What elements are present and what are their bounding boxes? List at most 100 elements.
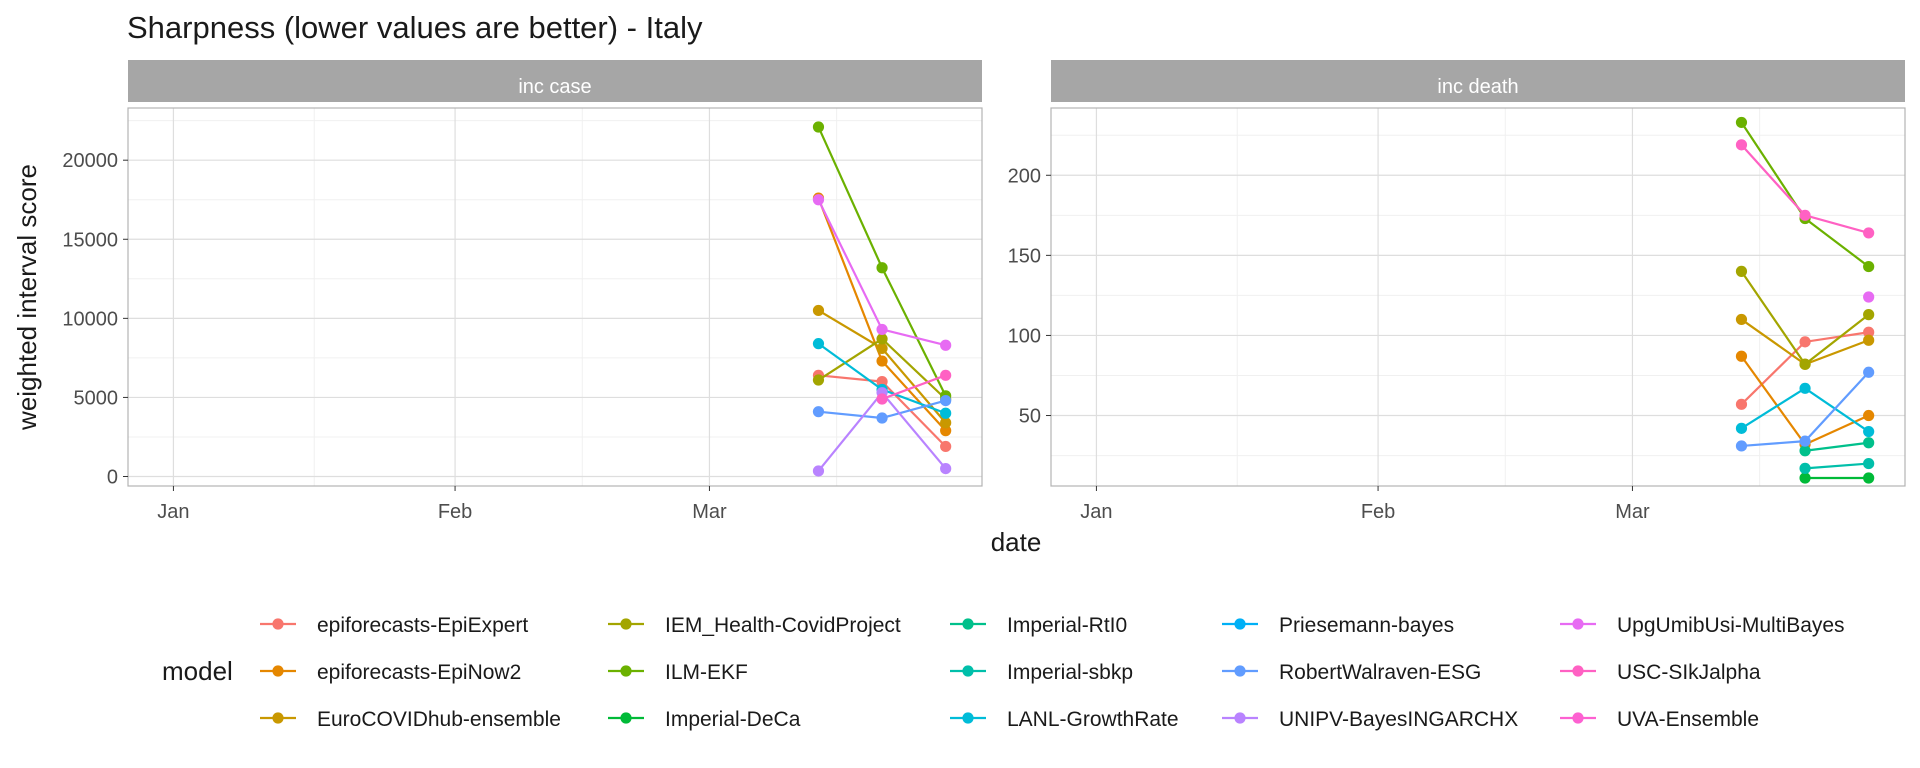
series-upgumibusi-multibayes xyxy=(1863,291,1875,303)
x-tick-label: Jan xyxy=(1080,501,1112,523)
legend-key-point xyxy=(962,712,974,724)
data-point xyxy=(1735,313,1748,326)
data-point xyxy=(812,338,825,350)
panel-strip-label: inc case xyxy=(518,76,591,98)
y-tick-label: 50 xyxy=(1019,406,1041,428)
data-point xyxy=(1799,445,1811,457)
series-usc-sikjalpha xyxy=(1735,139,1875,239)
data-point xyxy=(1735,422,1748,434)
x-tick-label: Feb xyxy=(1361,501,1395,523)
series-epiforecasts-epiexpert xyxy=(1735,326,1875,410)
series-line xyxy=(881,374,947,401)
data-point xyxy=(1735,116,1748,129)
legend-item-epiforecasts-epinow2: epiforecasts-EpiNow2 xyxy=(260,661,521,684)
data-point xyxy=(1863,457,1875,470)
legend-label: Imperial-sbkp xyxy=(1007,661,1133,684)
legend-key-point xyxy=(272,665,284,677)
data-point xyxy=(1863,326,1875,338)
legend-label: RobertWalraven-ESG xyxy=(1279,661,1481,684)
legend-key-point xyxy=(1572,665,1584,677)
legend-key-point xyxy=(1234,665,1246,677)
legend-key-point xyxy=(1572,618,1584,630)
legend-label: LANL-GrowthRate xyxy=(1007,708,1179,731)
y-tick-label: 150 xyxy=(1008,245,1041,267)
data-point xyxy=(876,393,888,405)
legend-label: Imperial-DeCa xyxy=(665,708,801,731)
data-point xyxy=(1735,398,1748,410)
data-point xyxy=(812,194,825,206)
panel-inc-case: inc case 0 5000 10000 15000 20000 Jan Feb Mar xyxy=(62,60,983,523)
data-point xyxy=(876,342,888,355)
series-lanl-growthrate xyxy=(1735,382,1875,438)
legend-key-point xyxy=(272,618,284,630)
legend: model epiforecasts-EpiExpert epiforecasts… xyxy=(162,614,1845,731)
data-point xyxy=(940,339,952,351)
legend-label: UVA-Ensemble xyxy=(1617,708,1759,731)
data-point xyxy=(1863,334,1875,346)
data-point xyxy=(1799,336,1811,348)
panel-strip xyxy=(1051,60,1905,102)
legend-key-point xyxy=(272,712,284,724)
data-point xyxy=(1735,139,1748,151)
legend-item-imperial-deca: Imperial-DeCa xyxy=(608,708,801,731)
legend-item-priesemann-bayes: Priesemann-bayes xyxy=(1222,614,1454,637)
series-robertwalraven-esg xyxy=(812,394,952,424)
legend-item-uva-ensemble: UVA-Ensemble xyxy=(1560,708,1759,731)
data-point xyxy=(812,465,825,477)
y-tick-label: 20000 xyxy=(62,150,118,172)
y-tick-label: 0 xyxy=(107,467,118,489)
chart-title: Sharpness (lower values are better) - It… xyxy=(127,10,703,45)
series-line xyxy=(1804,462,1869,470)
data-point xyxy=(876,355,888,367)
x-tick-label: Mar xyxy=(1615,501,1650,523)
data-point xyxy=(1735,440,1748,452)
legend-item-usc-sikjalpha: USC-SIkJalpha xyxy=(1560,661,1761,684)
x-axis-title: date xyxy=(991,527,1042,557)
legend-key-point xyxy=(962,665,974,677)
legend-item-imperial-rti0: Imperial-RtI0 xyxy=(950,614,1127,637)
series-iem-health-covidproject xyxy=(1735,265,1875,370)
legend-key-point xyxy=(620,665,632,677)
series-imperial-rti0 xyxy=(1799,437,1875,457)
data-point xyxy=(1863,425,1875,438)
data-point xyxy=(940,425,952,437)
y-tick-label: 5000 xyxy=(74,387,119,409)
series-upgumibusi-multibayes xyxy=(812,194,952,351)
data-point xyxy=(1799,472,1811,484)
legend-label: UNIPV-BayesINGARCHX xyxy=(1279,708,1518,731)
legend-item-lanl-growthrate: LANL-GrowthRate xyxy=(950,708,1179,731)
x-tick-label: Jan xyxy=(157,501,189,523)
data-point xyxy=(812,406,825,418)
legend-key-point xyxy=(1234,618,1246,630)
series-imperial-sbkp xyxy=(1799,457,1875,474)
legend-key-point xyxy=(620,618,632,630)
data-point xyxy=(1863,437,1875,449)
data-point xyxy=(812,374,825,386)
data-point xyxy=(876,323,888,336)
legend-label: ILM-EKF xyxy=(665,661,748,684)
x-tick-label: Feb xyxy=(438,501,472,523)
data-point xyxy=(1863,309,1875,321)
data-point xyxy=(1735,350,1748,362)
y-tick-label: 100 xyxy=(1008,325,1041,347)
legend-label: Imperial-RtI0 xyxy=(1007,614,1127,637)
y-tick-label: 200 xyxy=(1008,165,1041,187)
legend-label: EuroCOVIDhub-ensemble xyxy=(317,708,561,731)
y-tick-label: 10000 xyxy=(62,308,118,330)
data-point xyxy=(1799,358,1811,370)
legend-item-ilm-ekf: ILM-EKF xyxy=(608,661,748,684)
legend-key-point xyxy=(1234,712,1246,724)
data-point xyxy=(1863,291,1875,303)
data-point xyxy=(1799,435,1811,447)
data-point xyxy=(812,304,825,317)
legend-item-unipv-bayesingarchx: UNIPV-BayesINGARCHX xyxy=(1222,708,1518,731)
legend-item-iem-health-covidproject: IEM_Health-CovidProject xyxy=(608,614,901,637)
data-point xyxy=(940,394,952,407)
data-point xyxy=(1863,409,1875,422)
legend-title: model xyxy=(162,656,233,686)
legend-label: IEM_Health-CovidProject xyxy=(665,614,901,637)
data-point xyxy=(940,463,952,475)
data-point xyxy=(940,407,952,419)
